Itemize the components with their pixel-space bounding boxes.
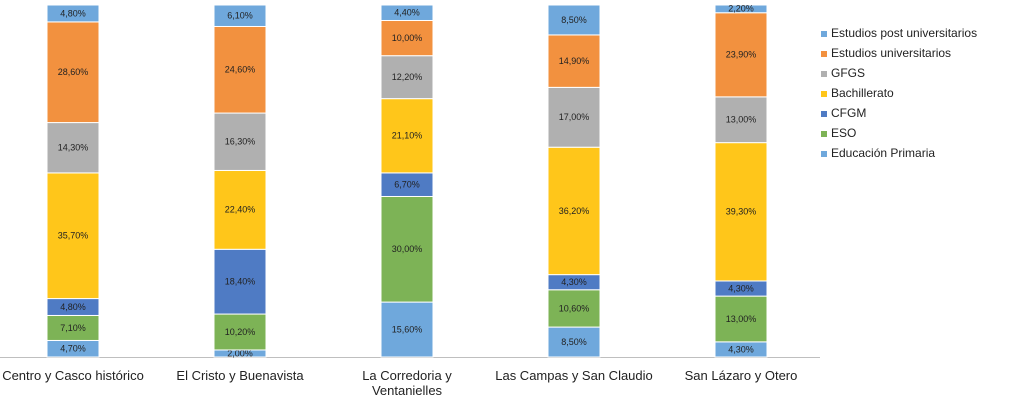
legend-swatch	[821, 131, 827, 137]
data-label: 15,60%	[392, 324, 423, 334]
data-label: 4,80%	[60, 302, 86, 312]
x-tick-label: Las Campas y San Claudio	[495, 368, 653, 383]
legend-swatch	[821, 91, 827, 97]
bar-segment	[547, 146, 601, 276]
data-label: 14,30%	[58, 143, 89, 153]
legend-label: GFGS	[831, 66, 865, 80]
data-label: 28,60%	[58, 67, 89, 77]
x-tick-label: El Cristo y Buenavista	[176, 368, 304, 383]
data-label: 16,30%	[225, 137, 256, 147]
data-label: 22,40%	[225, 205, 256, 215]
legend-label: ESO	[831, 126, 856, 140]
bar-segment	[46, 21, 100, 124]
data-label: 4,80%	[60, 8, 86, 18]
data-label: 2,20%	[728, 4, 754, 14]
x-tick-label: Centro y Casco histórico	[2, 368, 144, 383]
data-label: 35,70%	[58, 231, 89, 241]
x-tick-label: San Lázaro y Otero	[685, 368, 798, 383]
data-label: 4,30%	[728, 344, 754, 354]
data-label: 13,00%	[726, 115, 757, 125]
data-label: 36,20%	[559, 206, 590, 216]
data-label: 12,20%	[392, 72, 423, 82]
data-label: 4,30%	[561, 277, 587, 287]
legend-label: Educación Primaria	[831, 146, 935, 160]
legend-label: CFGM	[831, 106, 866, 120]
data-label: 8,50%	[561, 337, 587, 347]
bar-segment	[213, 112, 267, 171]
data-label: 21,10%	[392, 131, 423, 141]
data-label: 10,00%	[392, 33, 423, 43]
bar-segment	[380, 98, 434, 174]
legend-swatch	[821, 71, 827, 77]
bar-segment	[46, 172, 100, 300]
bar-segment	[213, 4, 267, 27]
data-label: 10,60%	[559, 303, 590, 313]
data-label: 10,20%	[225, 327, 256, 337]
data-label: 6,70%	[394, 180, 420, 190]
bar-segment	[380, 4, 434, 21]
data-label: 7,10%	[60, 323, 86, 333]
bar-segment	[213, 169, 267, 250]
bar-segment	[46, 314, 100, 341]
data-label: 8,50%	[561, 15, 587, 25]
data-label: 18,40%	[225, 277, 256, 287]
legend-swatch	[821, 151, 827, 157]
data-label: 2,00%	[227, 348, 253, 358]
legend-swatch	[821, 111, 827, 117]
data-label: 4,30%	[728, 283, 754, 293]
bar-segment	[714, 142, 768, 282]
bar-segment	[213, 248, 267, 315]
bar-segment	[714, 295, 768, 343]
data-label: 6,10%	[227, 11, 253, 21]
data-label: 39,30%	[726, 207, 757, 217]
data-label: 4,70%	[60, 344, 86, 354]
x-tick-label: La Corredoria y Ventanielles	[362, 368, 452, 398]
bar-segment	[380, 301, 434, 358]
legend-swatch	[821, 51, 827, 57]
bar-segment	[380, 19, 434, 57]
legend-swatch	[821, 31, 827, 37]
bar-segment	[714, 12, 768, 98]
bar-segment	[547, 326, 601, 358]
data-label: 14,90%	[559, 56, 590, 66]
legend-label: Estudios post universitarios	[831, 26, 977, 40]
bar-segment	[380, 195, 434, 303]
bar-segment	[213, 313, 267, 351]
legend-label: Estudios universitarios	[831, 46, 951, 60]
bar-segment	[46, 122, 100, 174]
data-label: 30,00%	[392, 244, 423, 254]
data-label: 17,00%	[559, 112, 590, 122]
bar-segment	[714, 4, 768, 14]
bar-segment	[547, 34, 601, 88]
data-label: 23,90%	[726, 50, 757, 60]
data-label: 4,40%	[394, 8, 420, 18]
legend-label: Bachillerato	[831, 86, 894, 100]
bar-segment	[547, 4, 601, 36]
bar-segment	[547, 289, 601, 328]
data-label: 13,00%	[726, 314, 757, 324]
bar-segment	[380, 55, 434, 100]
data-label: 24,60%	[225, 65, 256, 75]
bar-segment	[46, 4, 100, 23]
